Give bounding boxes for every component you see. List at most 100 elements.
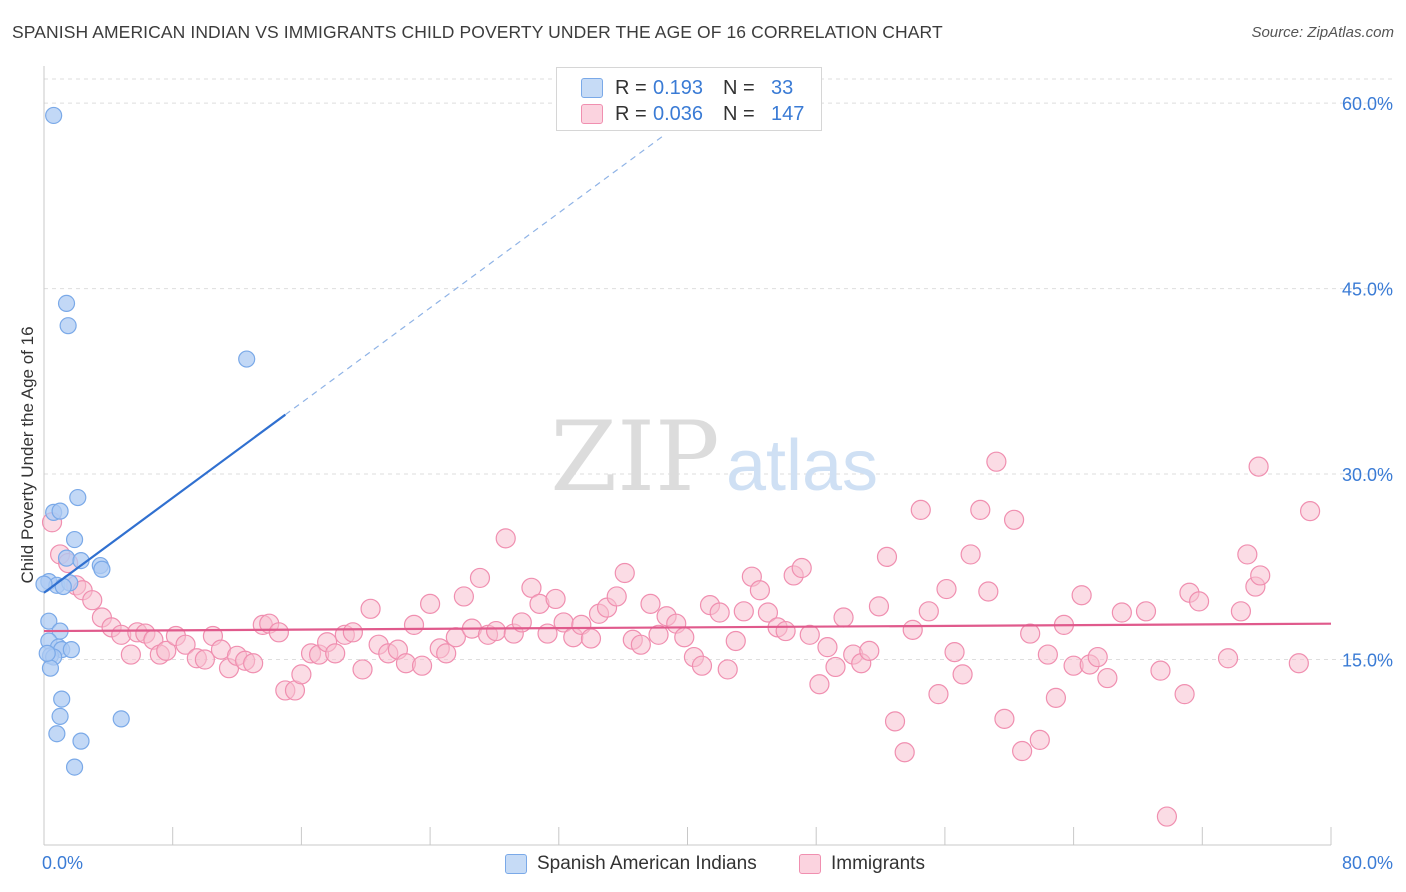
legend-label: Spanish American Indians	[537, 853, 757, 874]
spanish-american-indians-point	[69, 488, 87, 507]
immigrants-point	[120, 644, 141, 665]
immigrants-point	[978, 581, 999, 602]
r-value: 0.193	[653, 76, 704, 99]
immigrants-point	[571, 614, 592, 636]
immigrants-point	[1288, 653, 1309, 674]
immigrants-point	[342, 622, 363, 643]
immigrants-point	[420, 593, 441, 614]
immigrants-point	[243, 653, 264, 674]
r-label: R =	[615, 102, 647, 125]
immigrants-point	[325, 643, 346, 664]
spanish-american-indians-point	[40, 612, 58, 630]
immigrants-point	[580, 628, 602, 649]
spanish-american-indians-point	[93, 560, 111, 578]
immigrants-point	[511, 612, 532, 633]
immigrants-point	[1037, 644, 1058, 665]
n-label: N =	[723, 76, 755, 99]
immigrants-point	[960, 544, 981, 565]
immigrants-point	[994, 708, 1015, 729]
immigrants-point	[910, 499, 931, 521]
spanish-american-indians-points	[35, 106, 256, 776]
immigrants-point	[82, 590, 103, 611]
immigrants-point	[884, 711, 906, 732]
chart-title: SPANISH AMERICAN INDIAN VS IMMIGRANTS CH…	[12, 22, 943, 42]
spanish-american-indians-point	[72, 732, 90, 750]
legend-swatch-pink	[799, 854, 821, 874]
spanish-american-indians-point	[51, 707, 69, 726]
immigrants-point	[1087, 646, 1108, 668]
spanish-american-indians-trend-extension	[284, 135, 664, 416]
watermark-zip: ZIP	[550, 401, 719, 513]
immigrants-point	[453, 586, 474, 607]
immigrants-point	[436, 643, 457, 664]
immigrants-point	[1071, 585, 1092, 606]
spanish-american-indians-point	[53, 690, 71, 708]
legend-row-spanish-american-indians: R = 0.193 N = 33	[581, 76, 793, 100]
immigrants-point	[537, 623, 558, 644]
immigrants-point	[691, 655, 713, 676]
immigrants-point	[268, 622, 289, 643]
trend-lines	[43, 135, 1332, 633]
immigrants-point	[545, 588, 566, 610]
spanish-american-indians-point	[54, 577, 72, 596]
immigrants-point	[1020, 623, 1041, 644]
immigrants-point	[918, 601, 939, 622]
tick-labels: 15.0% 30.0% 45.0% 60.0% 0.0% 80.0%	[42, 94, 1393, 873]
axes	[43, 66, 1332, 846]
immigrants-point	[876, 546, 898, 567]
immigrants-point	[725, 630, 746, 652]
r-value: 0.036	[653, 102, 704, 125]
immigrants-point	[360, 598, 381, 619]
immigrants-point	[799, 624, 820, 645]
immigrants-point	[352, 659, 373, 680]
spanish-american-indians-point	[65, 758, 84, 776]
spanish-american-indians-point	[238, 350, 256, 368]
immigrants-point	[674, 627, 695, 648]
immigrants-point	[709, 602, 730, 623]
spanish-american-indians-point	[45, 106, 63, 125]
immigrants-point	[495, 528, 516, 549]
immigrants-point	[175, 634, 196, 655]
y-axis-title: Child Poverty Under the Age of 16	[18, 326, 37, 584]
immigrants-point	[469, 567, 491, 589]
immigrants-point	[894, 742, 915, 763]
immigrants-point	[156, 640, 177, 661]
immigrants-point	[1299, 501, 1321, 522]
n-label: N =	[723, 102, 755, 125]
immigrants-point	[791, 557, 812, 579]
spanish-american-indians-point	[65, 530, 84, 549]
spanish-american-indians-point	[51, 502, 69, 520]
immigrants-point	[1135, 601, 1157, 622]
immigrants-point	[403, 614, 425, 636]
immigrants-point	[630, 634, 651, 655]
legend-item-spanish-american-indians: Spanish American Indians	[505, 852, 757, 876]
r-label: R =	[615, 76, 647, 99]
immigrants-point	[859, 640, 880, 661]
spanish-american-indians-point	[41, 659, 60, 677]
immigrants-point	[1237, 544, 1258, 565]
spanish-american-indians-point	[59, 317, 77, 335]
immigrants-point	[1029, 729, 1050, 750]
immigrants-point	[1156, 806, 1178, 827]
immigrants-point	[1230, 601, 1252, 622]
immigrants-point	[291, 664, 312, 685]
immigrants-point	[833, 607, 854, 628]
n-value: 147	[771, 102, 805, 125]
immigrants-point	[868, 596, 890, 617]
grid-lines	[44, 78, 1394, 661]
immigrants-point	[775, 620, 796, 642]
spanish-american-indians-point	[112, 710, 130, 728]
legend-item-immigrants: Immigrants	[799, 852, 925, 876]
immigrants-point	[640, 593, 661, 614]
immigrants-point	[749, 580, 770, 601]
immigrants-point	[928, 684, 949, 705]
y-tick-label: 45.0%	[1342, 280, 1393, 300]
immigrants-point	[936, 578, 957, 600]
watermark-atlas: atlas	[726, 426, 878, 506]
immigrants-point	[1250, 565, 1271, 586]
immigrants-point	[902, 619, 923, 640]
immigrants-point	[944, 642, 965, 663]
immigrants-point	[970, 499, 991, 521]
immigrants-point	[1111, 602, 1132, 623]
immigrants-point	[986, 451, 1007, 472]
